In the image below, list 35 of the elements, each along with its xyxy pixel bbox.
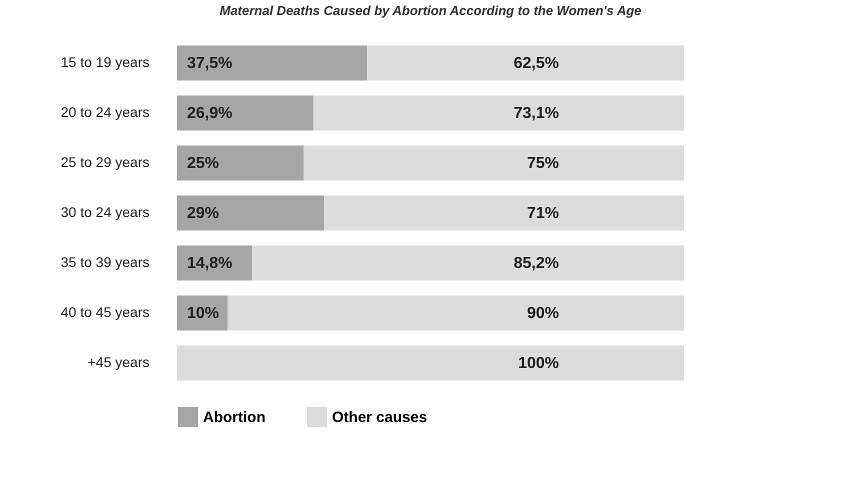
data-label: 100% [518,355,559,372]
chart-title: Maternal Deaths Caused by Abortion According to the Women's Age [220,3,642,18]
bar [304,146,684,180]
data-label: 14,8% [187,255,232,272]
bar [367,46,684,80]
data-label: 26,9% [187,105,232,122]
data-label: 37,5% [187,55,232,72]
bar [228,296,684,330]
bar [252,246,684,280]
bar [313,96,684,130]
data-label: 71% [526,205,559,222]
y-tick-label: 25 to 29 years [60,154,150,170]
bar [177,346,684,380]
y-tick-label: 30 to 24 years [60,204,150,220]
data-label: 75% [526,155,559,172]
y-tick-label: +45 years [88,354,150,370]
bar [177,96,314,130]
y-tick-label: 15 to 19 years [60,54,150,70]
legend-label: Other causes [332,409,428,426]
bar [177,196,324,230]
y-tick-label: 35 to 39 years [60,254,150,270]
bar [177,146,304,180]
data-label: 73,1% [514,105,559,122]
data-label: 85,2% [514,255,559,272]
data-label: 10% [187,305,220,322]
data-label: 62,5% [514,55,559,72]
bar [177,246,252,280]
data-label: 29% [187,205,220,222]
y-tick-label: 40 to 45 years [60,304,150,320]
y-tick-label: 20 to 24 years [60,104,150,120]
bar [324,196,684,230]
data-label: 25% [187,155,220,172]
data-label: 90% [526,305,559,322]
legend-label: Abortion [203,409,266,426]
bar [177,46,368,80]
